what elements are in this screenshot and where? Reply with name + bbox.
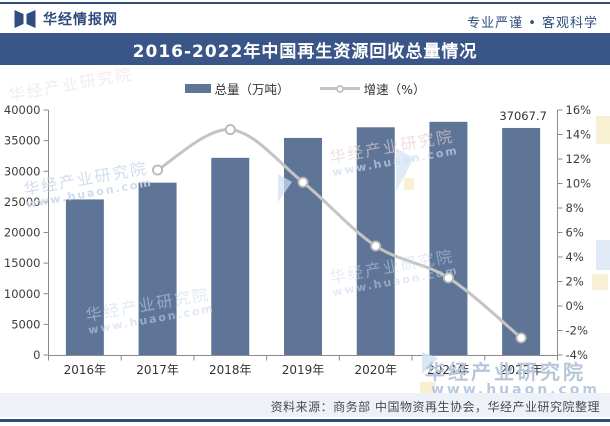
legend-item-total: 总量（万吨） (184, 79, 290, 98)
top-divider-line (0, 2, 610, 4)
site-logo-text: 华经情报网 (43, 11, 118, 28)
left-axis-tick-label: 0 (33, 348, 40, 362)
left-axis-tick-label: 40000 (4, 103, 41, 117)
growth-line-marker (297, 176, 309, 188)
right-axis-tick-label: 4% (566, 250, 584, 264)
bar-2017年 (138, 182, 177, 355)
growth-line-marker (515, 332, 527, 344)
right-axis-tick-label: 2% (566, 275, 584, 289)
left-axis-tick-label: 15000 (4, 256, 41, 270)
right-axis-tick-label: -2% (566, 324, 588, 338)
left-axis-tick-label: 10000 (4, 287, 41, 301)
right-axis-tick-label: 0% (566, 299, 584, 313)
legend-label-growth: 增速（%） (363, 82, 426, 97)
source-note: 资料来源：商务部 中国物资再生协会，华经产业研究院整理 (270, 400, 600, 414)
bar-2021年 (429, 121, 468, 355)
bar-2018年 (211, 157, 250, 355)
growth-line-marker (442, 272, 454, 284)
chart-legend: 总量（万吨） 增速（%） (0, 79, 610, 98)
footer-band (0, 393, 610, 417)
open-book-logo-icon (14, 9, 36, 28)
growth-line-marker (152, 164, 164, 176)
right-axis-tick-label: 12% (566, 152, 592, 166)
legend-item-growth: 增速（%） (319, 79, 426, 98)
growth-line (156, 128, 523, 340)
legend-label-total: 总量（万吨） (214, 82, 290, 97)
growth-line-marker (224, 124, 236, 136)
right-axis-tick-label: -4% (566, 348, 588, 362)
bar-2016年 (65, 199, 104, 355)
legend-bar-swatch-icon (184, 84, 211, 93)
legend-line-marker-circle-icon (335, 84, 344, 93)
chart-title: 2016-2022年中国再生资源回收总量情况 (132, 41, 478, 62)
x-axis-label: 2021年 (427, 363, 470, 377)
bar-2022年 (502, 127, 541, 356)
x-axis-label: 2016年 (64, 363, 107, 377)
growth-line-marker (370, 240, 382, 252)
left-axis-tick-label: 30000 (4, 164, 41, 178)
right-axis-tick-label: 10% (566, 177, 592, 191)
x-axis-label: 2019年 (282, 363, 325, 377)
right-axis-tick-label: 14% (566, 128, 592, 142)
x-axis-label: 2017年 (136, 363, 179, 377)
left-axis-tick-label: 5000 (11, 317, 40, 331)
right-axis-tick-label: 8% (566, 201, 584, 215)
right-axis-tick-label: 16% (566, 103, 592, 117)
legend-line-swatch-icon (319, 84, 360, 93)
bar-data-label: 37067.7 (499, 109, 547, 123)
left-axis-tick-label: 20000 (4, 226, 41, 240)
site-logo: 华经情报网 (14, 8, 118, 30)
left-axis-tick-label: 35000 (4, 134, 41, 148)
left-axis-tick-label: 25000 (4, 195, 41, 209)
site-slogan: 专业严谨 • 客观科学 (467, 16, 598, 31)
x-axis-label: 2022年 (500, 363, 543, 377)
title-banner: 2016-2022年中国再生资源回收总量情况 (0, 33, 610, 65)
x-axis-label: 2018年 (209, 363, 252, 377)
x-axis-label: 2020年 (354, 363, 397, 377)
right-axis-tick-label: 6% (566, 226, 584, 240)
bottom-divider-line (0, 419, 610, 422)
site-header: 华经情报网 专业严谨 • 客观科学 (0, 4, 610, 33)
